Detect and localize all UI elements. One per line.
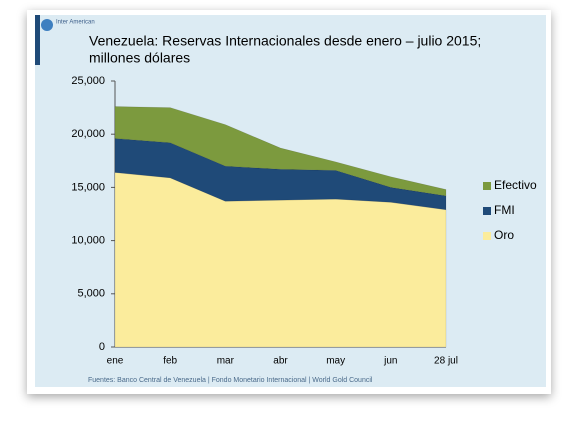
legend-swatch (483, 232, 491, 240)
area (114, 172, 447, 348)
legend-swatch (483, 207, 491, 215)
source: Fuentes: Banco Central de Venezuela | Fo… (88, 377, 373, 384)
logo-icon (41, 19, 53, 31)
x-tick-label: feb (163, 356, 177, 367)
chart-subtitle: millones dólares (89, 50, 190, 66)
y-tick-label: 5,000 (77, 288, 105, 300)
legend-label: FMI (494, 203, 515, 217)
y-tick-label: 0 (99, 341, 105, 353)
legend-swatch (483, 182, 491, 190)
x-tick-label: 28 jul (434, 356, 458, 367)
x-tick-label: mar (217, 356, 235, 367)
legend-label: Oro (494, 228, 514, 242)
x-tick-label: jun (383, 356, 397, 367)
y-tick-label: 20,000 (71, 128, 105, 140)
area (114, 106, 447, 197)
x-tick-label: abr (273, 356, 288, 367)
x-tick-label: ene (107, 356, 124, 367)
y-tick-label: 10,000 (71, 235, 105, 247)
x-tick-label: may (326, 356, 345, 367)
area (114, 138, 447, 211)
y-tick-label: 25,000 (71, 75, 105, 87)
logo-band (35, 15, 40, 65)
y-tick-label: 15,000 (71, 181, 105, 193)
legend-label: Efectivo (494, 178, 537, 192)
logo: Inter American (56, 20, 95, 26)
chart-title: Venezuela: Reservas Internacionales desd… (89, 33, 481, 49)
